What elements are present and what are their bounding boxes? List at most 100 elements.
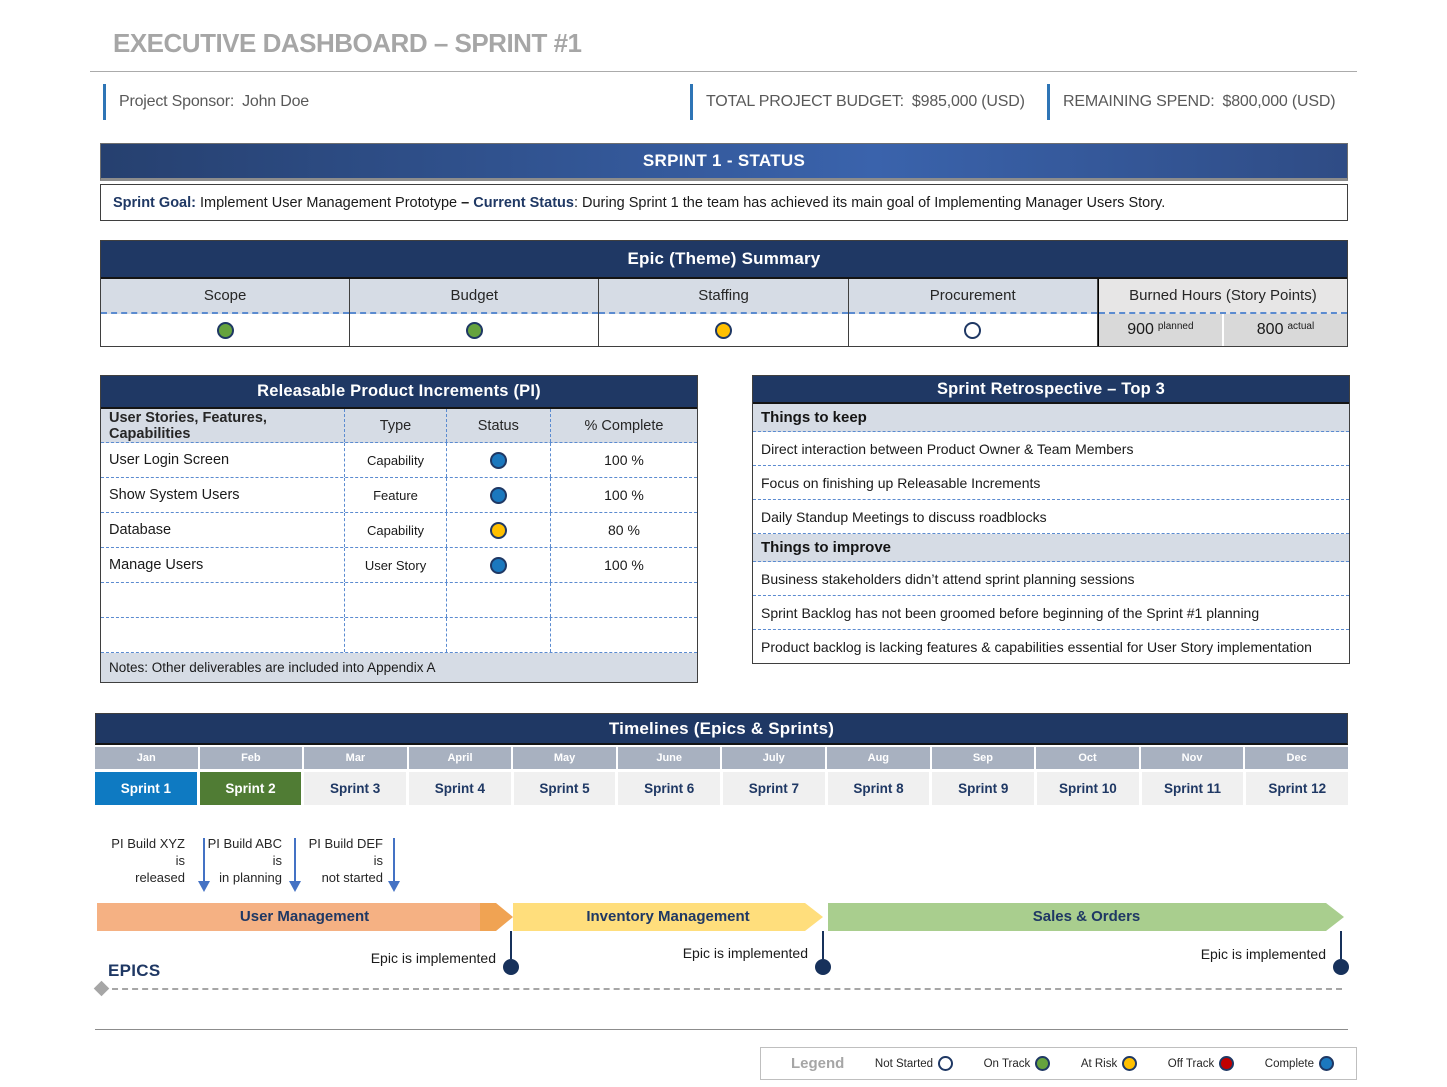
retro-improve-item: Product backlog is lacking features & ca… [761,639,1312,655]
retrospective-panel: Sprint Retrospective – Top 3 Things to k… [752,375,1350,664]
timeline-panel: Timelines (Epics & Sprints) Jan Feb Mar … [95,713,1349,805]
epic-bar-user-management-tip [480,903,513,931]
epics-axis-label: EPICS [108,961,161,980]
retro-keep-item: Focus on finishing up Releasable Increme… [753,466,1349,500]
sprint-cell: Sprint 10 [1037,772,1139,805]
annotation-pi-build-xyz: PI Build XYZ is released [111,836,185,885]
total-budget: TOTAL PROJECT BUDGET: $985,000 (USD) [690,84,1025,120]
legend-title: Legend [791,1055,845,1072]
epic-label-user-management: User Management [239,908,370,925]
summary-label: Procurement [848,279,1097,314]
epic-summary-panel: Epic (Theme) Summary Scope Budget Staffi… [100,240,1348,347]
page-title: EXECUTIVE DASHBOARD – SPRINT #1 [113,28,582,58]
burned-actual-suffix: actual [1287,320,1315,332]
down-arrow-icon [388,838,400,893]
project-sponsor: Project Sponsor: John Doe [103,84,309,120]
month-cell: June [617,747,721,769]
epic-label-inventory-management: Inventory Management [586,908,750,925]
pi-notes: Notes: Other deliverables are included i… [101,653,697,682]
month-cell: Dec [1245,747,1348,769]
sprint-cell: Sprint 9 [932,772,1035,805]
status-dot [1319,1056,1334,1071]
status-dot [964,321,982,339]
burned-planned-suffix: planned [1157,320,1194,332]
summary-col-staffing: Staffing [599,279,849,346]
summary-col-burned-hours: Burned Hours (Story Points) 900 planned … [1097,279,1348,346]
pi-col-header: User Stories, Features, Capabilities [101,409,346,442]
legend-item-not-started: Not Started [875,1056,954,1071]
status-dot [489,451,507,469]
milestone-line [1340,931,1342,959]
pi-header-row: User Stories, Features, Capabilities Typ… [101,409,697,443]
pi-row-empty [101,583,697,618]
status-dot [1122,1056,1138,1071]
pi-row: Show System Users Feature 100 % [101,478,697,513]
retro-keep-item: Direct interaction between Product Owner… [753,432,1349,466]
status-dot [489,521,507,539]
month-cell: April [408,747,512,769]
month-cell: July [722,747,826,769]
month-cell: Sep [931,747,1035,769]
retro-improve-item: Sprint Backlog has not been groomed befo… [753,596,1349,630]
pi-col-header: % Complete [584,417,664,434]
month-cell: Jan [95,747,198,769]
retrospective-title: Sprint Retrospective – Top 3 [753,376,1349,404]
diamond-icon [93,980,110,997]
sprint-goal-box: Sprint Goal: Implement User Management P… [100,184,1348,221]
sprint-cell: Sprint 1 [95,772,197,805]
month-cell: Mar [304,747,407,769]
title-divider [90,71,1357,72]
sprint-goal-label: Sprint Goal: [113,194,196,211]
milestone-label: Epic is implemented [1200,946,1326,962]
remaining-spend-label: REMAINING SPEND: [1063,93,1215,110]
milestone-line [510,931,512,959]
sprint-cell: Sprint 3 [304,772,407,805]
pi-panel-title: Releasable Product Increments (PI) [101,376,697,409]
project-sponsor-label: Project Sponsor: [119,93,235,110]
sprint-cell: Sprint 7 [723,772,825,805]
summary-label: Staffing [599,279,848,314]
goal-separator: – [461,194,474,211]
status-dot [489,556,507,574]
epic-summary-title: Epic (Theme) Summary [101,241,1347,279]
burned-actual: 800 actual [1221,314,1347,346]
month-cell: Aug [827,747,930,769]
annotation-pi-build-abc: PI Build ABC is in planning [207,836,282,885]
legend: Legend Not Started On Track At Risk Off … [760,1047,1357,1080]
status-dot [1035,1056,1051,1071]
epics-axis-line [102,988,1342,990]
epic-label-sales-orders: Sales & Orders [1032,908,1141,925]
things-to-improve-header: Things to improve [753,534,1349,562]
epic-bar-inventory-management [513,903,823,931]
milestone-label: Epic is implemented [682,945,808,961]
sprint-cell: Sprint 8 [827,772,930,805]
month-cell: May [513,747,616,769]
sprint-cell: Sprint 2 [199,772,302,805]
remaining-spend-value: $800,000 (USD) [1222,93,1336,110]
status-dot [715,321,732,339]
sprint-cell: Sprint 6 [618,772,721,805]
total-budget-value: $985,000 (USD) [911,93,1025,110]
summary-label: Scope [101,279,350,314]
month-cell: Feb [199,747,303,769]
retro-keep-item: Daily Standup Meetings to discuss roadbl… [753,500,1349,534]
status-dot [1219,1056,1235,1071]
legend-item-on-track: On Track [984,1056,1051,1071]
sprint-cell: Sprint 5 [513,772,616,805]
month-cell: Nov [1140,747,1244,769]
status-dot [465,321,483,339]
burned-planned: 900 planned [1099,314,1222,346]
sprint-goal-text: Implement User Management Prototype [195,194,462,211]
summary-label: Budget [350,279,599,314]
sprint-cell: Sprint 4 [409,772,511,805]
burned-actual-value: 800 [1256,321,1284,338]
pi-row: User Login Screen Capability 100 % [101,443,697,478]
pi-col-header: Status [447,409,551,442]
summary-col-budget: Budget [350,279,600,346]
months-row: Jan Feb Mar April May June July Aug Sep … [95,747,1348,769]
milestone-dot [1333,959,1349,975]
sprint-status-banner: SRPINT 1 - STATUS [100,143,1348,181]
retro-improve-item: Business stakeholders didn’t attend spri… [753,562,1349,596]
status-dot [938,1056,954,1071]
